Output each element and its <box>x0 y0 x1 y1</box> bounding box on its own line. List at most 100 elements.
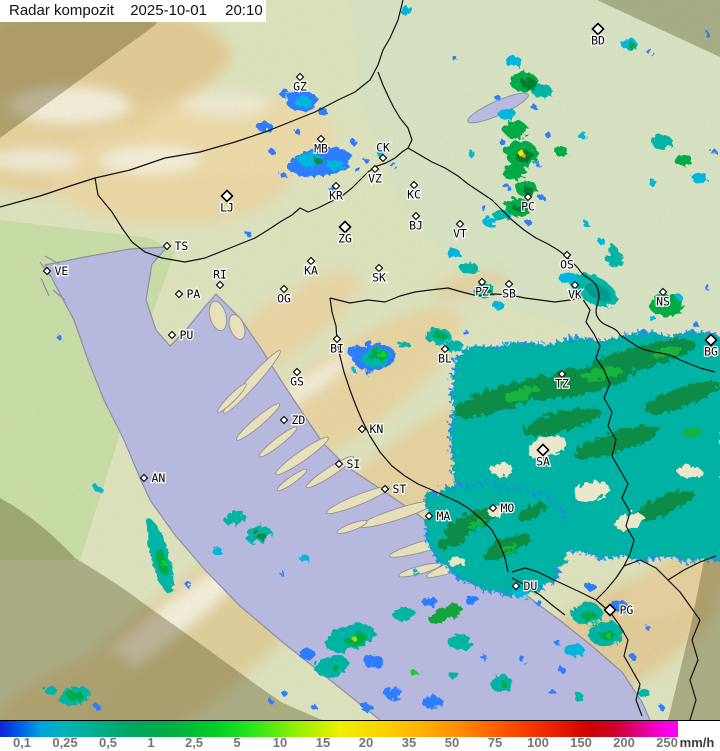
city-marker-GS: GS <box>289 367 305 390</box>
city-marker-GZ: GZ <box>292 72 308 95</box>
city-label-AN: AN <box>152 471 166 485</box>
city-marker-MA: MA <box>424 508 452 524</box>
city-marker-VK: VK <box>567 280 583 303</box>
city-label-PZ: PZ <box>475 285 489 299</box>
city-marker-TZ: TZ <box>554 369 570 392</box>
city-diamond-icon <box>167 330 177 340</box>
city-marker-SB: SB <box>501 279 517 302</box>
city-marker-PU: PU <box>167 327 195 343</box>
city-marker-SK: SK <box>371 263 387 286</box>
cities-layer: VE TS LJ GZ MB CK VZ KR KC ZG BJ VT BD PC OS RI KA SK OG PZ… <box>42 22 719 618</box>
city-label-VK: VK <box>568 288 582 302</box>
city-diamond-icon <box>292 367 302 377</box>
city-diamond-icon <box>380 484 390 494</box>
city-marker-KC: KC <box>406 180 422 203</box>
legend-value-0,25: 0,25 <box>52 735 78 750</box>
city-diamond-icon <box>477 277 487 287</box>
legend-value-75: 75 <box>487 735 503 750</box>
country-borders <box>0 0 717 720</box>
city-label-PG: PG <box>620 603 634 617</box>
radar-map: VE TS LJ GZ MB CK VZ KR KC ZG BJ VT BD PC OS RI KA SK OG PZ… <box>0 0 720 720</box>
echo-slavonia-cells <box>423 236 708 356</box>
city-label-BI: BI <box>330 342 344 356</box>
city-marker-AN: AN <box>139 470 167 486</box>
city-label-KN: KN <box>370 422 384 436</box>
city-diamond-icon <box>511 581 521 591</box>
city-label-OS: OS <box>560 258 574 272</box>
city-diamond-icon <box>411 211 421 221</box>
legend-value-35: 35 <box>401 735 417 750</box>
echo-bihac-cell <box>346 339 408 374</box>
city-diamond-icon <box>440 344 450 354</box>
adriatic-sea <box>39 92 651 720</box>
city-marker-PA: PA <box>174 286 202 302</box>
city-label-ST: ST <box>393 482 407 496</box>
legend-value-200: 200 <box>613 735 635 750</box>
city-diamond-icon <box>374 263 384 273</box>
observation-date: 2025-10-01 <box>130 2 207 19</box>
city-marker-VT: VT <box>452 219 468 242</box>
city-label-NS: NS <box>656 295 670 309</box>
legend-border-line <box>678 720 720 721</box>
legend-value-100: 100 <box>527 735 549 750</box>
city-label-VZ: VZ <box>368 172 382 186</box>
city-marker-ZD: ZD <box>279 412 307 428</box>
city-label-GZ: GZ <box>293 80 307 94</box>
city-marker-OG: OG <box>276 284 292 307</box>
city-diamond-icon <box>424 511 434 521</box>
city-marker-VZ: VZ <box>367 164 383 187</box>
city-label-KC: KC <box>407 188 421 202</box>
city-marker-MO: MO <box>488 500 516 516</box>
city-diamond-icon <box>331 181 341 191</box>
city-marker-KA: KA <box>303 256 319 279</box>
city-diamond-icon <box>409 180 419 190</box>
out-of-range-overlay <box>0 0 720 720</box>
city-label-RI: RI <box>213 268 227 282</box>
city-diamond-icon <box>378 153 388 163</box>
legend-value-0,5: 0,5 <box>98 735 118 750</box>
city-marker-VE: VE <box>42 263 70 279</box>
city-label-KR: KR <box>329 189 343 203</box>
city-diamond-icon <box>357 424 367 434</box>
legend-value-15: 15 <box>315 735 331 750</box>
city-label-GS: GS <box>290 375 304 389</box>
city-diamond-icon <box>306 256 316 266</box>
city-label-PU: PU <box>180 328 194 342</box>
echo-nw-cluster <box>54 5 456 338</box>
city-marker-BD: BD <box>590 22 606 49</box>
city-diamond-icon <box>279 415 289 425</box>
city-diamond-icon <box>370 164 380 174</box>
city-marker-PZ: PZ <box>474 277 490 300</box>
city-label-SB: SB <box>502 287 516 301</box>
city-label-KA: KA <box>304 264 318 278</box>
city-diamond-icon <box>658 287 668 297</box>
legend-value-20: 20 <box>358 735 374 750</box>
city-diamond-icon <box>42 266 52 276</box>
city-marker-PC: PC <box>520 192 536 215</box>
title-bar: Radar kompozit 2025-10-01 20:10 <box>0 0 266 22</box>
legend-value-10: 10 <box>272 735 288 750</box>
city-marker-KR: KR <box>328 181 344 204</box>
city-marker-ZG: ZG <box>337 220 353 247</box>
city-marker-SI: SI <box>334 456 362 472</box>
city-label-OG: OG <box>277 292 291 306</box>
legend-value-150: 150 <box>570 735 592 750</box>
city-marker-SA: SA <box>535 443 551 470</box>
city-label-CK: CK <box>376 141 390 155</box>
city-diamond-icon <box>162 241 172 251</box>
city-diamond-icon <box>536 443 550 457</box>
city-diamond-icon <box>570 280 580 290</box>
legend-value-2,5: 2,5 <box>184 735 204 750</box>
legend-value-0,1: 0,1 <box>12 735 32 750</box>
legend-value-50: 50 <box>444 735 460 750</box>
city-marker-MB: MB <box>313 134 329 157</box>
city-diamond-icon <box>455 219 465 229</box>
city-label-MA: MA <box>437 509 451 523</box>
city-label-ZG: ZG <box>338 232 352 246</box>
city-marker-NS: NS <box>655 287 671 310</box>
city-label-BD: BD <box>591 34 605 48</box>
city-marker-DU: DU <box>511 578 539 594</box>
city-diamond-icon <box>557 369 567 379</box>
echo-dalmatia-mass <box>420 478 567 603</box>
